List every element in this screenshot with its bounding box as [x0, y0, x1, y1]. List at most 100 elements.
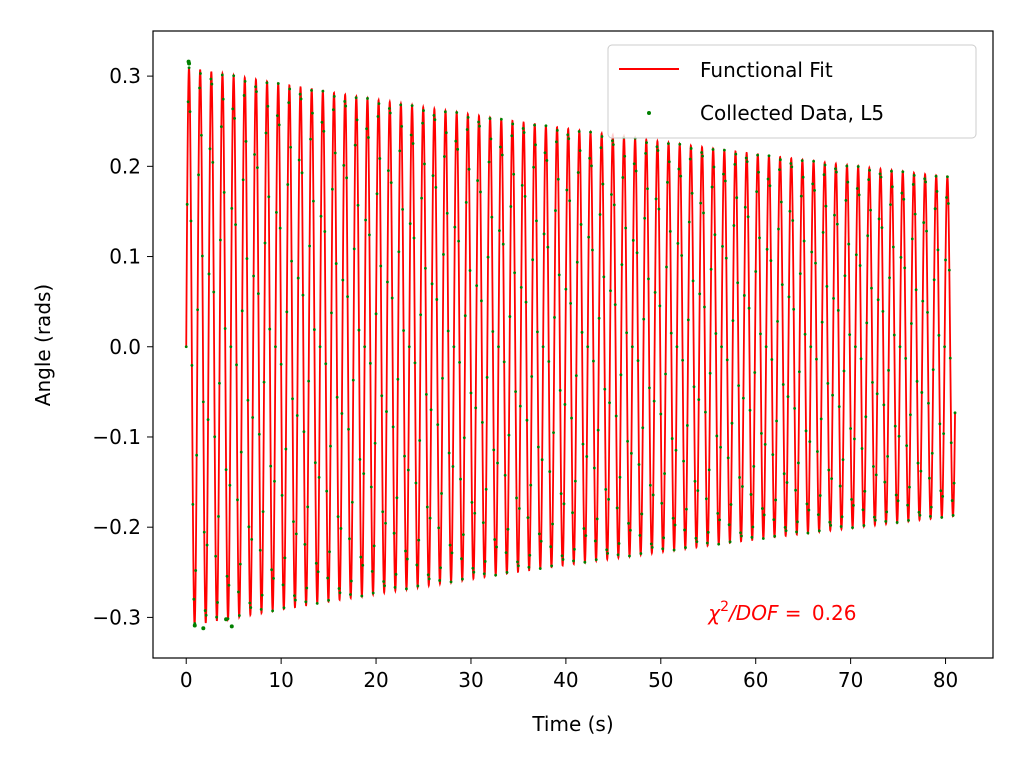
- data-point: [326, 576, 330, 580]
- data-point: [487, 160, 491, 164]
- plot-frame: [152, 30, 994, 659]
- data-point: [589, 130, 592, 134]
- data-point: [842, 369, 846, 373]
- data-point: [628, 554, 631, 558]
- data-point: [814, 261, 817, 265]
- data-point: [809, 345, 813, 349]
- data-point: [312, 328, 316, 331]
- data-point: [492, 448, 496, 452]
- data-point: [672, 548, 676, 552]
- data-point: [465, 128, 469, 131]
- data-point: [562, 502, 566, 506]
- data-point: [549, 545, 553, 549]
- data-point: [716, 511, 720, 515]
- chi-squared-annotation: χ2/DOF = 0.26: [707, 599, 856, 625]
- data-point: [194, 569, 198, 572]
- data-point: [473, 511, 477, 515]
- data-point: [851, 526, 854, 530]
- data-point: [442, 253, 445, 256]
- data-point: [699, 201, 703, 205]
- data-point: [945, 196, 948, 199]
- data-point: [894, 493, 898, 497]
- data-point: [551, 522, 554, 526]
- data-point: [645, 141, 648, 145]
- data-point: [912, 173, 916, 177]
- data-point: [750, 535, 754, 539]
- data-point: [397, 250, 401, 254]
- x-tick-label: 70: [838, 668, 863, 692]
- data-point: [327, 598, 330, 602]
- data-point: [556, 177, 560, 181]
- data-point: [572, 559, 575, 563]
- data-point: [485, 375, 489, 379]
- data-point: [649, 542, 653, 546]
- data-point: [185, 202, 189, 206]
- data-point: [565, 188, 569, 192]
- data-point: [569, 302, 573, 305]
- data-point: [690, 191, 694, 195]
- data-point: [271, 609, 274, 613]
- y-tick-label: 0.2: [109, 154, 141, 178]
- data-point: [726, 456, 730, 460]
- data-point: [747, 306, 751, 310]
- data-point: [315, 601, 319, 605]
- data-point: [655, 145, 659, 149]
- data-point: [366, 97, 369, 100]
- data-point: [812, 159, 816, 163]
- data-point: [919, 469, 923, 473]
- data-point: [347, 427, 350, 431]
- data-point: [383, 584, 386, 588]
- data-point: [910, 237, 914, 241]
- data-point: [697, 398, 701, 402]
- data-point: [741, 396, 745, 400]
- data-point: [857, 193, 861, 197]
- data-point: [510, 134, 514, 138]
- data-point: [192, 597, 196, 601]
- data-point: [248, 601, 252, 605]
- data-point: [441, 376, 444, 380]
- data-point: [847, 242, 851, 246]
- data-point: [324, 362, 328, 366]
- data-point: [480, 420, 484, 424]
- data-point: [636, 359, 640, 363]
- data-point: [759, 332, 762, 336]
- data-point: [746, 215, 750, 219]
- data-point: [729, 503, 733, 506]
- data-point: [872, 515, 876, 519]
- data-point: [834, 170, 838, 174]
- data-point: [464, 201, 468, 204]
- data-point: [859, 357, 863, 361]
- data-point: [874, 473, 878, 477]
- data-point: [207, 272, 211, 276]
- data-point: [592, 466, 596, 470]
- data-point: [771, 453, 775, 457]
- data-point: [414, 481, 418, 485]
- data-point: [671, 516, 675, 520]
- data-point: [220, 73, 224, 77]
- data-point: [522, 131, 526, 134]
- data-point: [251, 416, 255, 419]
- data-point: [353, 143, 357, 147]
- data-point: [517, 507, 521, 510]
- data-point: [477, 120, 480, 124]
- data-point: [765, 247, 769, 251]
- chi-middle: /DOF =: [727, 601, 808, 625]
- data-point: [563, 403, 567, 406]
- data-point: [914, 288, 918, 292]
- data-point: [204, 613, 208, 617]
- data-point: [582, 527, 586, 530]
- data-point: [646, 187, 649, 191]
- data-point: [256, 166, 259, 170]
- data-point: [934, 174, 938, 178]
- data-point: [669, 331, 673, 335]
- data-point: [725, 358, 729, 362]
- data-point: [946, 202, 950, 205]
- data-point: [496, 461, 499, 465]
- data-point: [845, 164, 849, 168]
- data-point: [535, 219, 538, 223]
- data-point: [309, 137, 312, 141]
- data-point: [604, 487, 608, 491]
- data-point: [521, 127, 525, 130]
- data-point: [388, 111, 392, 115]
- data-point: [439, 566, 442, 570]
